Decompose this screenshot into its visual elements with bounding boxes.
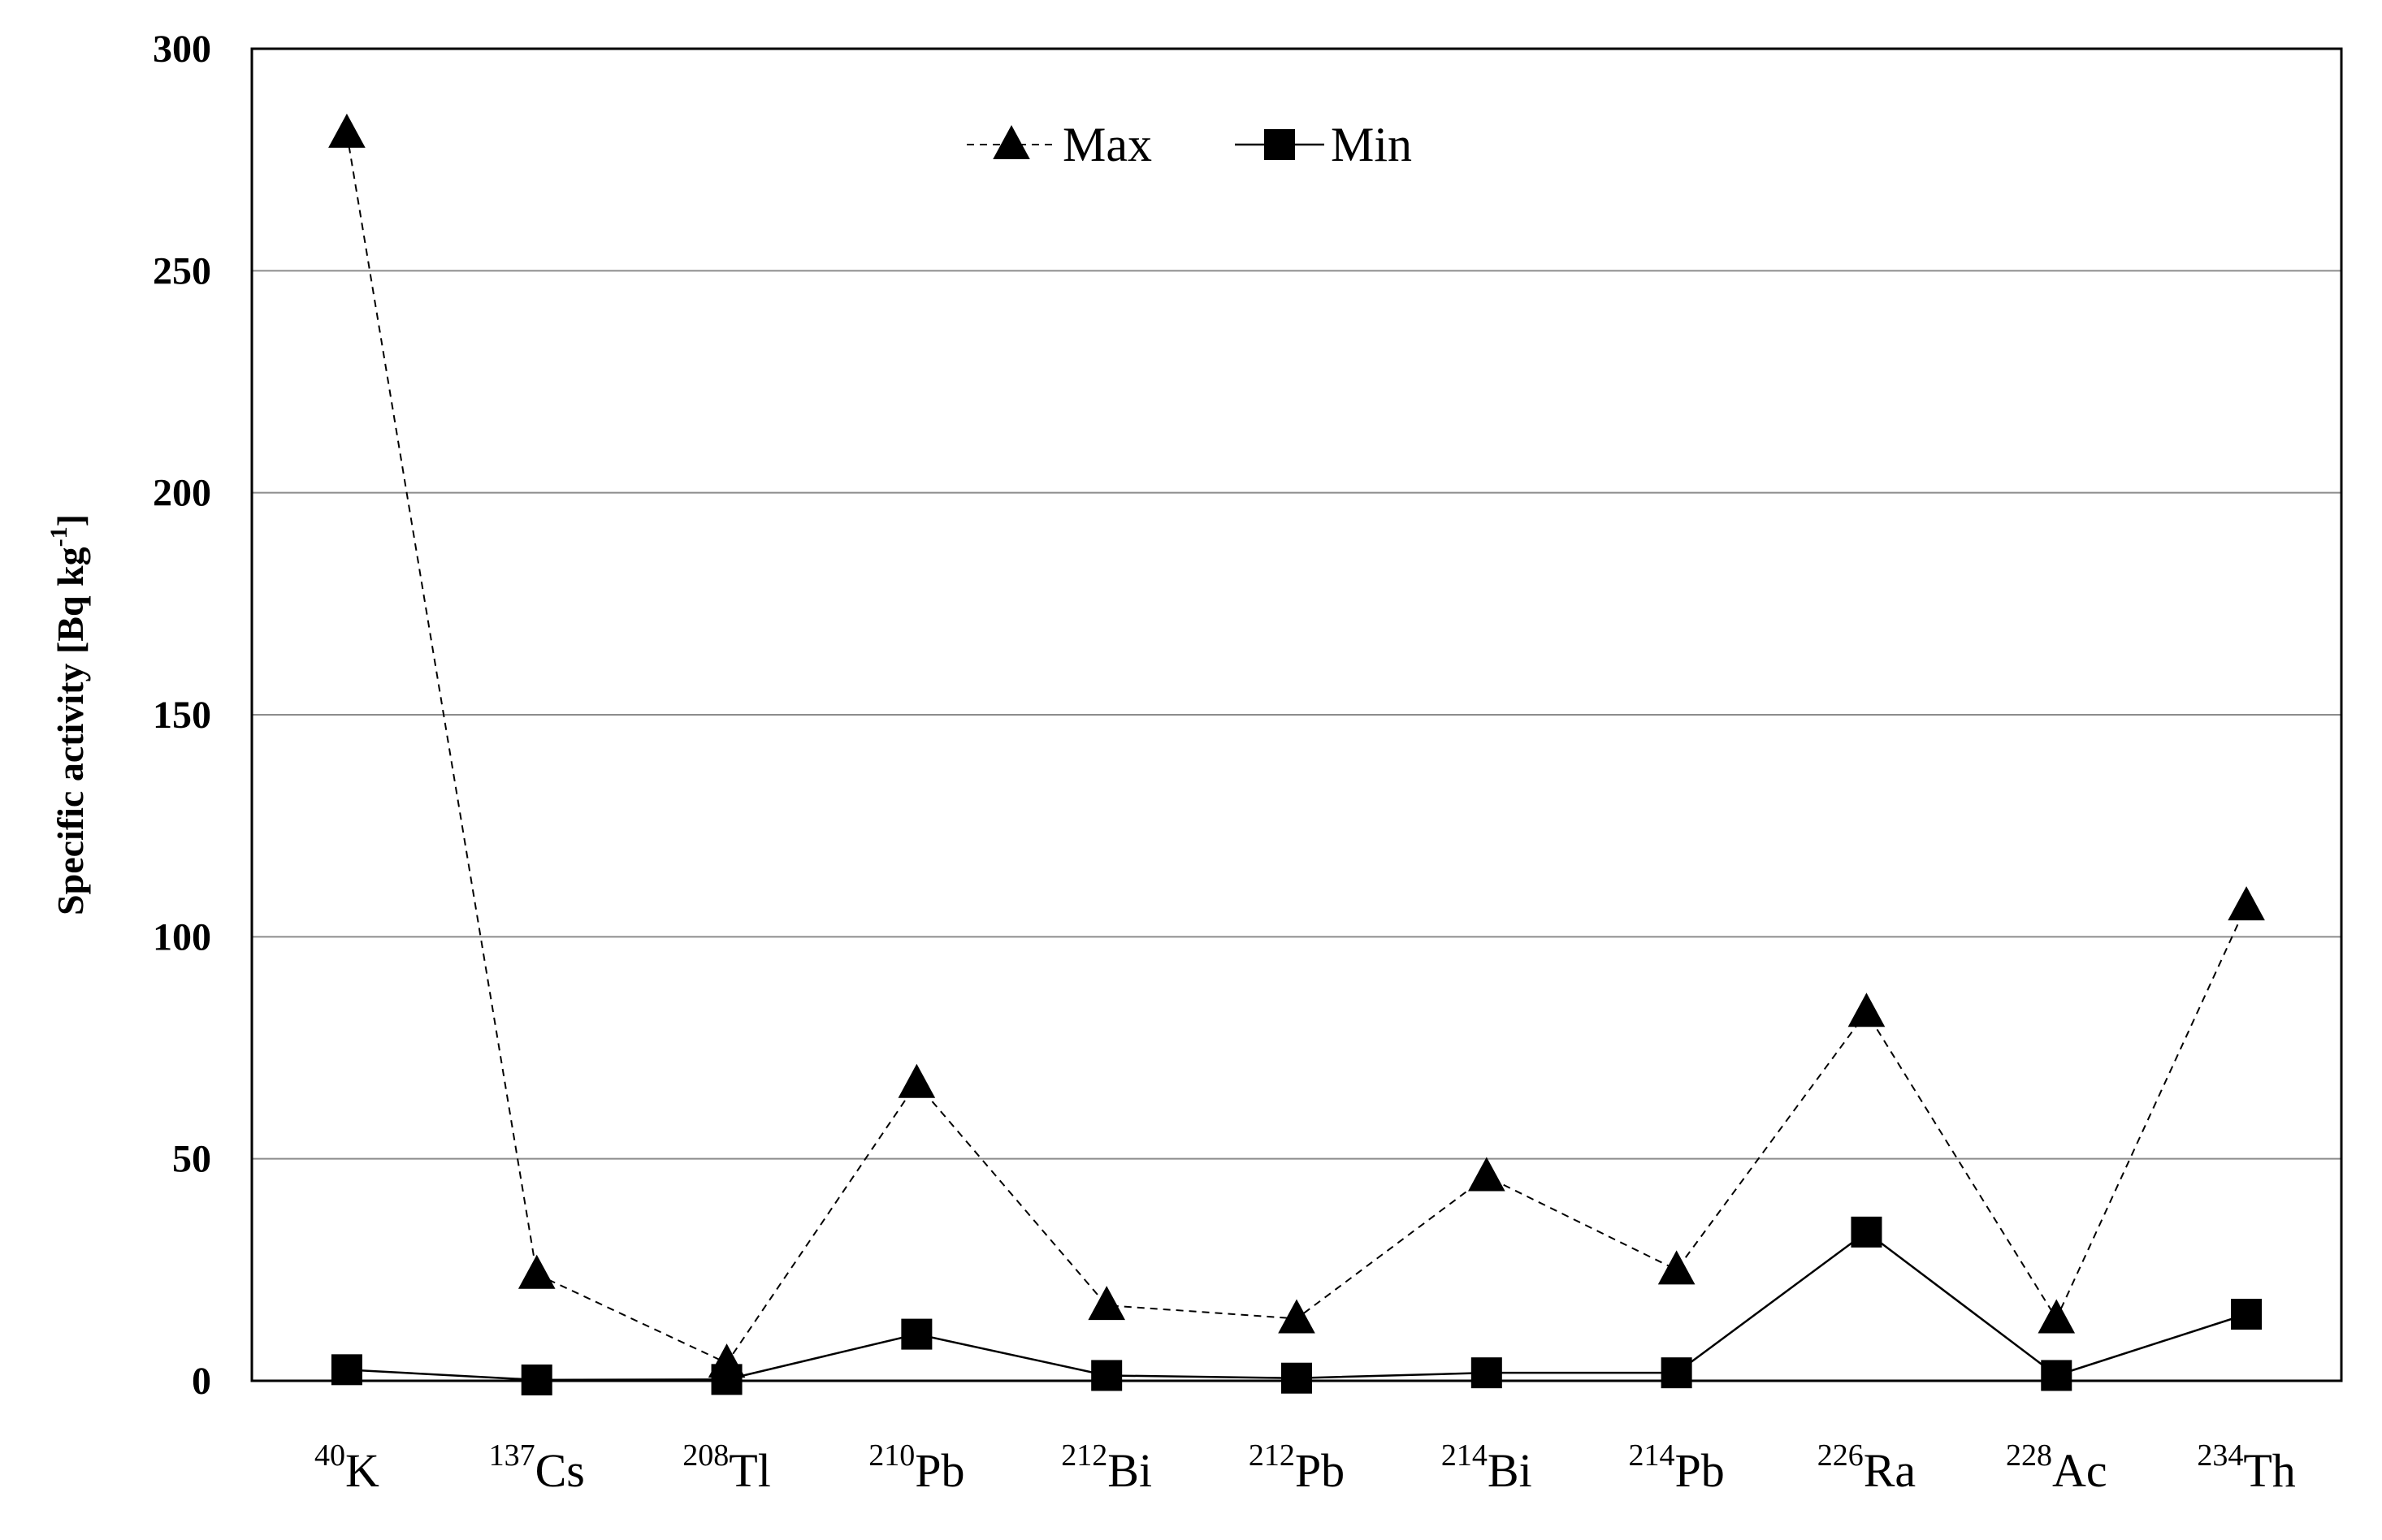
x-category-label: 208Tl [682,1438,771,1497]
point-min [1281,1362,1312,1394]
x-axis-category-labels: 40K 137Cs 208Tl 210Pb 212Bi 212Pb 214Bi 214Pb 22… [314,1438,2296,1497]
x-category-label: 228Ac [2006,1438,2107,1497]
point-max [1847,993,1886,1027]
point-min [1661,1357,1692,1389]
x-category-label: 214Pb [1629,1438,1725,1497]
y-tick-label: 100 [153,915,211,958]
point-min [2231,1299,2263,1330]
series-markers [328,113,2265,1395]
legend-label: Max [1063,118,1152,171]
legend-marker-triangle [993,125,1030,159]
legend-item-max: Max [967,118,1152,171]
series-lines [345,132,2247,1382]
legend-label: Min [1331,118,1412,171]
point-max [1278,1299,1315,1334]
x-category-label: 212Pb [1249,1438,1345,1497]
x-category-label: 212Bi [1061,1438,1152,1497]
point-max [328,113,366,148]
series-line-max [345,132,2247,1365]
x-category-label: 40K [314,1438,379,1497]
grid-lines [252,270,2341,1160]
point-max [898,1063,936,1098]
point-max [1468,1157,1505,1192]
legend: Max Min [967,118,1412,171]
point-min [2041,1360,2072,1391]
y-axis-label: Specific activity [Bq kg-1] [45,514,91,915]
point-min [1091,1360,1123,1391]
y-tick-label: 250 [153,249,211,292]
point-min [711,1364,743,1395]
x-category-label: 137Cs [489,1438,585,1497]
point-min [1470,1357,1502,1389]
point-max [1657,1250,1696,1285]
legend-item-min: Min [1235,118,1412,171]
point-max [1088,1286,1125,1321]
y-tick-label: 300 [153,28,211,71]
point-min [1851,1216,1882,1248]
point-max [2228,886,2265,921]
y-tick-label: 50 [172,1138,211,1181]
point-max [518,1254,556,1289]
y-tick-label: 150 [153,694,211,737]
y-tick-label: 200 [153,472,211,515]
x-category-label: 226Ra [1817,1438,1916,1497]
point-min [521,1364,552,1395]
x-category-label: 214Bi [1441,1438,1532,1497]
x-category-label: 210Pb [868,1438,964,1497]
x-category-label: 234Th [2197,1438,2295,1497]
point-min [331,1354,362,1386]
y-tick-label: 0 [192,1360,211,1403]
y-axis-ticks: 0 50 100 150 200 250 300 [153,28,211,1403]
point-min [901,1318,933,1350]
legend-marker-square [1264,129,1295,160]
point-max [2038,1299,2076,1334]
